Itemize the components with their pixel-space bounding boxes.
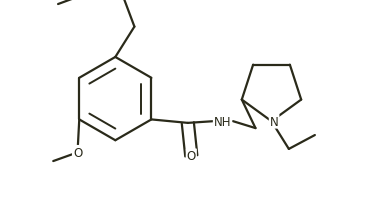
Text: NH: NH bbox=[214, 115, 231, 128]
Text: O: O bbox=[73, 146, 82, 159]
Text: O: O bbox=[187, 150, 196, 163]
Text: N: N bbox=[270, 115, 279, 128]
